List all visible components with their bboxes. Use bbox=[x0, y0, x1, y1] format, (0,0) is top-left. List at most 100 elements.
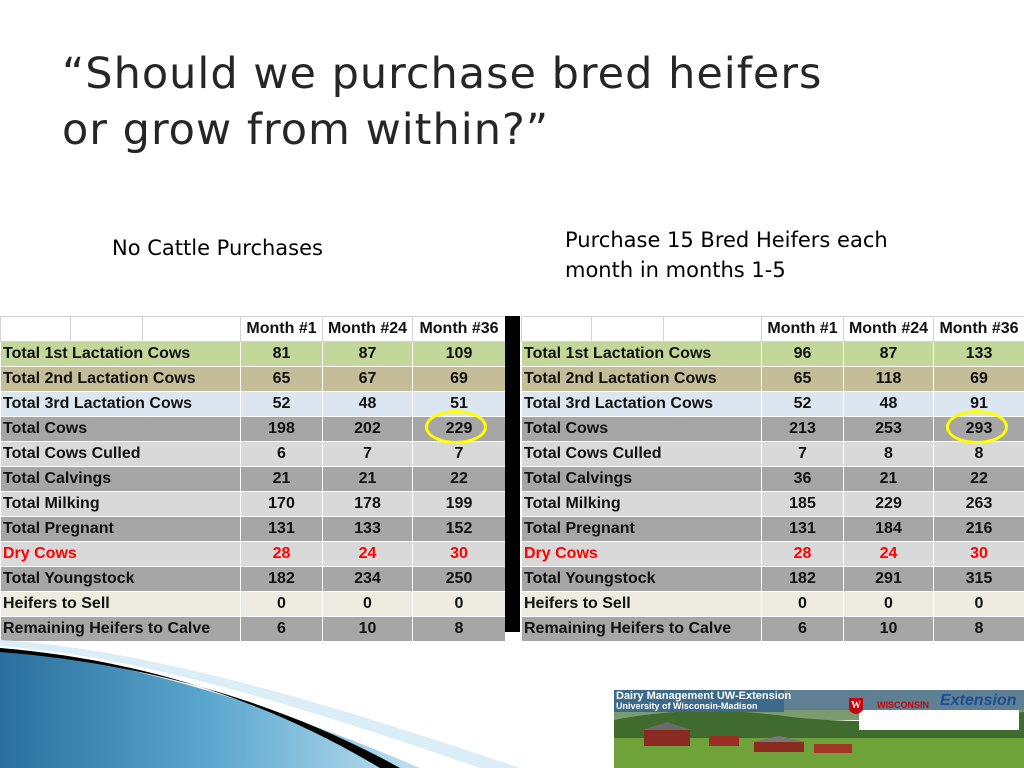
table-row: Total Milking 185 229 263 bbox=[521, 491, 1024, 517]
highlight-circle-left bbox=[425, 410, 487, 444]
table-row: Remaining Heifers to Calve 6 10 8 bbox=[0, 616, 506, 642]
row-label: Remaining Heifers to Calve bbox=[0, 616, 241, 642]
value-cell: 22 bbox=[412, 466, 506, 492]
value-cell: 263 bbox=[933, 491, 1024, 517]
row-label: Total 2nd Lactation Cows bbox=[0, 366, 241, 392]
table-row: Total 3rd Lactation Cows 52 48 91 bbox=[521, 391, 1024, 417]
banner-title: Dairy Management UW-Extension bbox=[616, 690, 792, 702]
value-cell: 8 bbox=[843, 441, 934, 467]
value-cell: 24 bbox=[322, 541, 413, 567]
value-cell: 234 bbox=[322, 566, 413, 592]
table-row: Total Calvings 21 21 22 bbox=[0, 466, 506, 492]
value-cell: 184 bbox=[843, 516, 934, 542]
scenario-label-purchase-heifers: Purchase 15 Bred Heifers each month in m… bbox=[565, 225, 985, 285]
herd-table-purchase-heifers: Month #1 Month #24 Month #36 Total 1st Lact… bbox=[521, 316, 1024, 642]
value-cell: 253 bbox=[843, 416, 934, 442]
column-header: Month #24 bbox=[322, 316, 413, 342]
value-cell: 133 bbox=[933, 341, 1024, 367]
value-cell: 170 bbox=[240, 491, 323, 517]
value-cell: 69 bbox=[412, 366, 506, 392]
value-cell: 8 bbox=[933, 441, 1024, 467]
header-blank-cell bbox=[591, 316, 664, 342]
value-cell: 10 bbox=[322, 616, 413, 642]
value-cell: 6 bbox=[240, 441, 323, 467]
value-cell: 0 bbox=[412, 591, 506, 617]
table-row: Heifers to Sell 0 0 0 bbox=[0, 591, 506, 617]
row-label: Total Milking bbox=[521, 491, 762, 517]
row-label: Total Calvings bbox=[0, 466, 241, 492]
table-row: Total 1st Lactation Cows 81 87 109 bbox=[0, 341, 506, 367]
table-row: Total Youngstock 182 291 315 bbox=[521, 566, 1024, 592]
column-header: Month #1 bbox=[240, 316, 323, 342]
scenario-label-purchase-line-2: month in months 1-5 bbox=[565, 258, 786, 282]
uw-extension-banner: W Dairy Management UW-Extension Universi… bbox=[614, 690, 1024, 768]
header-blank-cell bbox=[142, 316, 241, 342]
value-cell: 0 bbox=[933, 591, 1024, 617]
row-label: Total Milking bbox=[0, 491, 241, 517]
table-row: Total Cows Culled 6 7 7 bbox=[0, 441, 506, 467]
value-cell: 0 bbox=[761, 591, 844, 617]
value-cell: 8 bbox=[933, 616, 1024, 642]
header-blank-cell bbox=[521, 316, 592, 342]
value-cell: 36 bbox=[761, 466, 844, 492]
row-label: Total 3rd Lactation Cows bbox=[521, 391, 762, 417]
value-cell: 182 bbox=[761, 566, 844, 592]
table-row: Dry Cows 28 24 30 bbox=[0, 541, 506, 567]
svg-text:W: W bbox=[851, 700, 861, 711]
value-cell: 28 bbox=[761, 541, 844, 567]
value-cell: 8 bbox=[412, 616, 506, 642]
value-cell: 21 bbox=[843, 466, 934, 492]
column-header: Month #24 bbox=[843, 316, 934, 342]
table-row: Total 2nd Lactation Cows 65 118 69 bbox=[521, 366, 1024, 392]
column-header: Month #36 bbox=[412, 316, 506, 342]
row-label: Remaining Heifers to Calve bbox=[521, 616, 762, 642]
value-cell: 48 bbox=[843, 391, 934, 417]
table-row: Total Pregnant 131 133 152 bbox=[0, 516, 506, 542]
value-cell: 6 bbox=[240, 616, 323, 642]
value-cell: 131 bbox=[240, 516, 323, 542]
row-label: Total Youngstock bbox=[521, 566, 762, 592]
value-cell: 67 bbox=[322, 366, 413, 392]
table-header-row: Month #1 Month #24 Month #36 bbox=[521, 316, 1024, 342]
row-label: Total 3rd Lactation Cows bbox=[0, 391, 241, 417]
title-line-1: “Should we purchase bred heifers bbox=[62, 49, 823, 99]
value-cell: 87 bbox=[843, 341, 934, 367]
value-cell: 65 bbox=[761, 366, 844, 392]
row-label: Total Cows Culled bbox=[0, 441, 241, 467]
value-cell: 152 bbox=[412, 516, 506, 542]
header-blank-cell bbox=[663, 316, 762, 342]
value-cell: 7 bbox=[412, 441, 506, 467]
table-row: Total 2nd Lactation Cows 65 67 69 bbox=[0, 366, 506, 392]
value-cell: 133 bbox=[322, 516, 413, 542]
row-label: Total 1st Lactation Cows bbox=[0, 341, 241, 367]
value-cell: 199 bbox=[412, 491, 506, 517]
value-cell: 69 bbox=[933, 366, 1024, 392]
table-row: Total Calvings 36 21 22 bbox=[521, 466, 1024, 492]
value-cell: 65 bbox=[240, 366, 323, 392]
table-row: Total Cows Culled 7 8 8 bbox=[521, 441, 1024, 467]
row-label: Dry Cows bbox=[521, 541, 762, 567]
value-cell: 109 bbox=[412, 341, 506, 367]
value-cell: 81 bbox=[240, 341, 323, 367]
row-label: Total Youngstock bbox=[0, 566, 241, 592]
value-cell: 178 bbox=[322, 491, 413, 517]
banner-subtitle: University of Wisconsin-Madison bbox=[616, 701, 758, 711]
decorative-swoosh bbox=[0, 640, 520, 768]
value-cell: 87 bbox=[322, 341, 413, 367]
row-label: Total Calvings bbox=[521, 466, 762, 492]
value-cell: 213 bbox=[761, 416, 844, 442]
banner-university: WISCONSIN bbox=[877, 700, 930, 710]
value-cell: 229 bbox=[843, 491, 934, 517]
herd-table-no-purchases: Month #1 Month #24 Month #36 Total 1st Lact… bbox=[0, 316, 506, 642]
row-label: Total Pregnant bbox=[521, 516, 762, 542]
scenario-label-no-purchases: No Cattle Purchases bbox=[112, 236, 323, 260]
value-cell: 10 bbox=[843, 616, 934, 642]
value-cell: 52 bbox=[240, 391, 323, 417]
table-row: Remaining Heifers to Calve 6 10 8 bbox=[521, 616, 1024, 642]
header-blank-cell bbox=[0, 316, 71, 342]
row-label: Total 2nd Lactation Cows bbox=[521, 366, 762, 392]
row-label: Total Cows Culled bbox=[521, 441, 762, 467]
table-row: Heifers to Sell 0 0 0 bbox=[521, 591, 1024, 617]
table-row: Total 1st Lactation Cows 96 87 133 bbox=[521, 341, 1024, 367]
table-row: Total Cows 213 253 293 bbox=[521, 416, 1024, 442]
